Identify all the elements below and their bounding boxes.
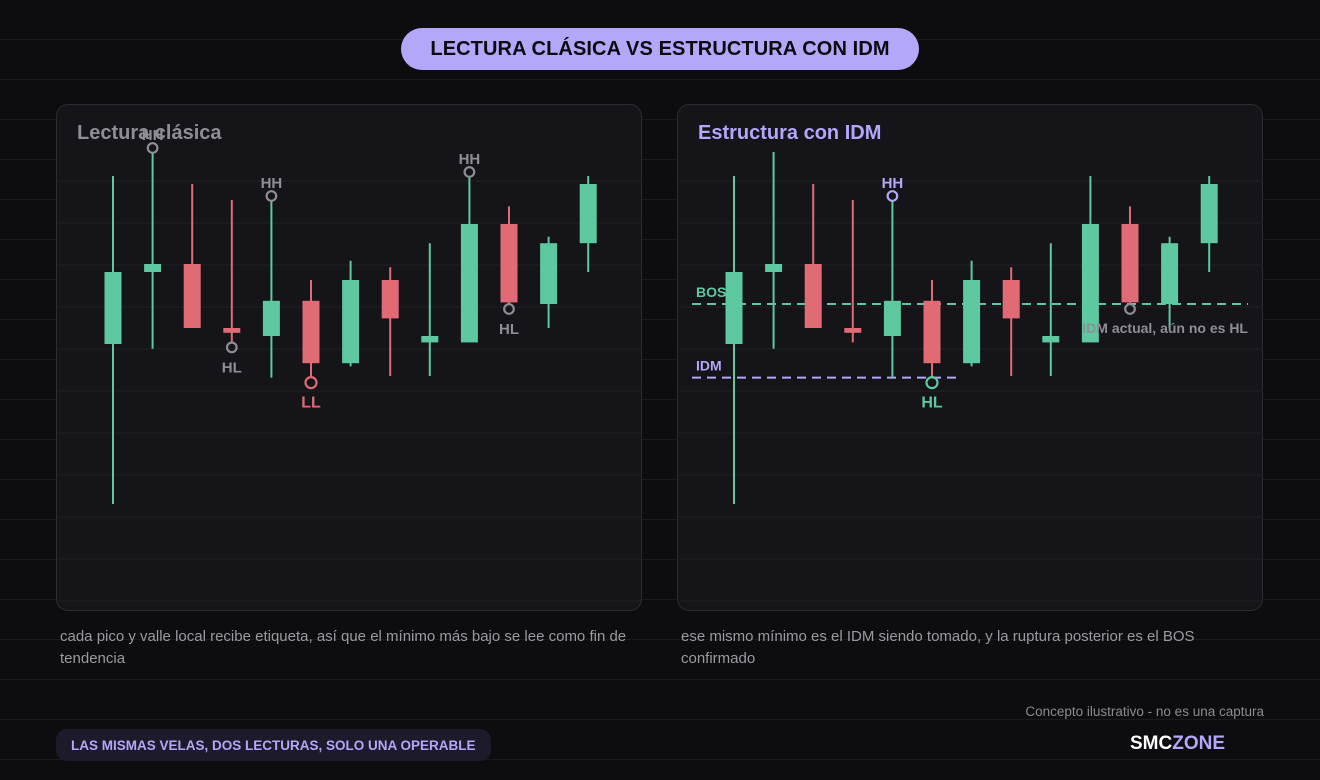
swing-label: HH bbox=[882, 175, 904, 192]
level-label-idm: IDM bbox=[696, 358, 722, 374]
swing-marker bbox=[503, 303, 515, 315]
swing-marker bbox=[304, 376, 318, 390]
bull-candle bbox=[460, 224, 478, 343]
bull-candle bbox=[342, 280, 360, 364]
swing-marker bbox=[225, 341, 238, 354]
idm-structure-panel: Estructura con IDM BOS IDM HH HL IDM actual,… bbox=[677, 104, 1263, 611]
swing-marker bbox=[886, 190, 899, 202]
brand-part-1: SMC bbox=[1130, 733, 1173, 754]
bear-candle bbox=[844, 328, 862, 333]
classic-candlestick-chart: HH HL HH LL HH HL bbox=[58, 127, 642, 602]
bull-candle bbox=[262, 300, 280, 336]
bull-candle bbox=[540, 243, 558, 304]
swing-label: HH bbox=[459, 151, 481, 168]
idm-candlestick-chart: BOS IDM HH HL IDM actual, aún no es HL bbox=[679, 152, 1263, 602]
swing-label: HL bbox=[222, 359, 242, 376]
brand-part-2: ZONE bbox=[1172, 733, 1226, 754]
bull-candle bbox=[1042, 336, 1060, 343]
bear-candle bbox=[381, 280, 399, 319]
disclaimer-note: Concepto ilustrativo - no es una captura bbox=[1025, 704, 1264, 719]
bear-candle bbox=[500, 224, 518, 303]
bull-candle bbox=[1081, 224, 1099, 343]
classic-reading-panel: Lectura clásica HH HL HH LL HH HL bbox=[56, 104, 642, 611]
idm-caption: ese mismo mínimo es el IDM siendo tomado… bbox=[681, 628, 1195, 667]
swing-label: HL bbox=[499, 321, 519, 338]
bull-candle bbox=[765, 264, 783, 272]
bear-candle bbox=[804, 264, 822, 328]
bull-candle bbox=[963, 280, 981, 364]
swing-label: HL bbox=[921, 395, 943, 412]
swing-label: HH bbox=[142, 127, 164, 144]
swing-marker bbox=[1124, 303, 1136, 315]
page-title: LECTURA CLÁSICA VS ESTRUCTURA CON IDM bbox=[401, 28, 919, 70]
bull-candle bbox=[883, 300, 901, 336]
bear-candle bbox=[223, 328, 241, 333]
bear-candle bbox=[923, 300, 941, 364]
panel-title: Estructura con IDM bbox=[698, 122, 882, 144]
tagline-badge: LAS MISMAS VELAS, DOS LECTURAS, SOLO UNA… bbox=[56, 729, 491, 761]
bull-candle bbox=[1161, 243, 1179, 304]
bear-candle bbox=[302, 300, 320, 364]
bull-candle bbox=[579, 184, 597, 244]
swing-marker bbox=[265, 190, 278, 202]
swing-marker bbox=[463, 166, 476, 178]
swing-marker bbox=[146, 142, 159, 154]
brand-logo: SMCZONE bbox=[1130, 733, 1225, 755]
swing-label: IDM actual, aún no es HL bbox=[1082, 320, 1248, 336]
bull-candle bbox=[1200, 184, 1218, 244]
bull-candle bbox=[104, 272, 122, 344]
panel-title: Lectura clásica bbox=[77, 122, 222, 144]
swing-label: HH bbox=[261, 175, 283, 192]
bear-candle bbox=[183, 264, 201, 328]
bear-candle bbox=[1002, 280, 1020, 319]
swing-label: LL bbox=[301, 395, 321, 412]
bull-candle bbox=[725, 272, 743, 344]
bull-candle bbox=[144, 264, 162, 272]
bull-candle bbox=[421, 336, 439, 343]
swing-marker bbox=[925, 376, 939, 390]
bear-candle bbox=[1121, 224, 1139, 303]
level-label-bos: BOS bbox=[696, 284, 726, 300]
classic-caption: cada pico y valle local recibe etiqueta,… bbox=[60, 628, 627, 667]
